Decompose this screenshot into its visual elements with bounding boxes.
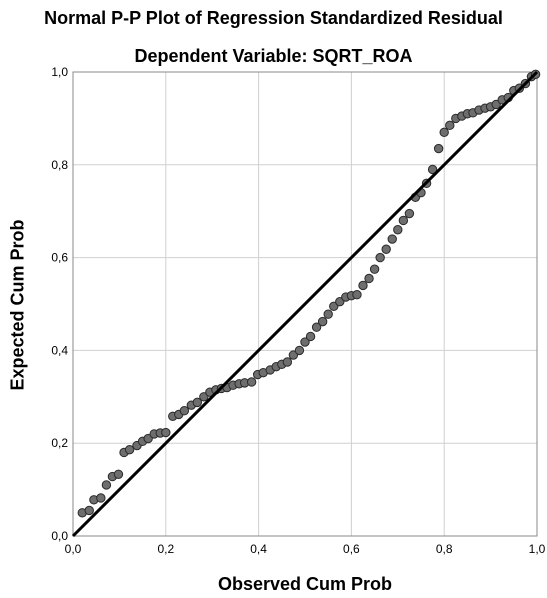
data-point xyxy=(398,215,409,226)
data-point xyxy=(101,480,112,490)
data-point xyxy=(364,273,374,284)
data-point xyxy=(375,252,385,263)
data-point xyxy=(404,208,415,219)
data-point xyxy=(427,164,438,175)
x-axis-label: Observed Cum Prob xyxy=(217,574,393,594)
y-tick-label: 0,4 xyxy=(51,343,68,357)
chart-subtitle: Dependent Variable: SQRT_ROA xyxy=(134,46,413,66)
data-point xyxy=(352,290,362,300)
data-point xyxy=(439,127,449,138)
data-point xyxy=(305,331,316,342)
data-point xyxy=(96,493,106,503)
y-tick-label: 0,8 xyxy=(51,158,68,172)
data-point xyxy=(381,244,391,254)
data-point xyxy=(445,120,455,131)
reference-line xyxy=(71,70,539,538)
data-point xyxy=(387,234,397,244)
data-point xyxy=(179,406,190,416)
data-point xyxy=(246,377,257,387)
x-tick-label: 0,6 xyxy=(343,542,360,556)
y-tick-label: 0,2 xyxy=(51,436,68,450)
y-axis-label: Expected Cum Prob xyxy=(7,219,28,391)
data-point xyxy=(113,469,124,479)
data-point xyxy=(433,143,444,154)
x-tick-label: 0,0 xyxy=(65,542,82,556)
data-point xyxy=(311,322,322,332)
y-tick-label: 0,0 xyxy=(51,529,68,543)
data-point xyxy=(124,444,135,455)
data-point xyxy=(300,337,310,347)
x-tick-label: 0,8 xyxy=(436,542,453,556)
plot-frame xyxy=(72,71,538,537)
x-tick-label: 0,4 xyxy=(250,542,267,556)
data-point xyxy=(323,309,333,319)
data-point xyxy=(84,505,94,516)
data-point xyxy=(192,397,203,408)
tick-labels: 0,00,0 0,2 0,2 0,4 0,4 0,6 0,6 0,8 0,8 1,0 1,0 xyxy=(51,65,545,556)
x-tick-label: 1,0 xyxy=(529,542,546,556)
data-point xyxy=(161,427,171,438)
data-points xyxy=(77,69,541,518)
data-point xyxy=(294,345,305,356)
data-point xyxy=(282,357,293,367)
y-tick-label: 1,0 xyxy=(51,65,68,79)
data-point xyxy=(358,280,368,291)
data-point xyxy=(317,316,328,327)
data-point xyxy=(393,225,403,235)
y-tick-label: 0,6 xyxy=(51,251,68,265)
data-point xyxy=(369,264,380,274)
x-tick-label: 0,2 xyxy=(157,542,174,556)
chart-title: Normal P-P Plot of Regression Standardiz… xyxy=(44,8,503,28)
